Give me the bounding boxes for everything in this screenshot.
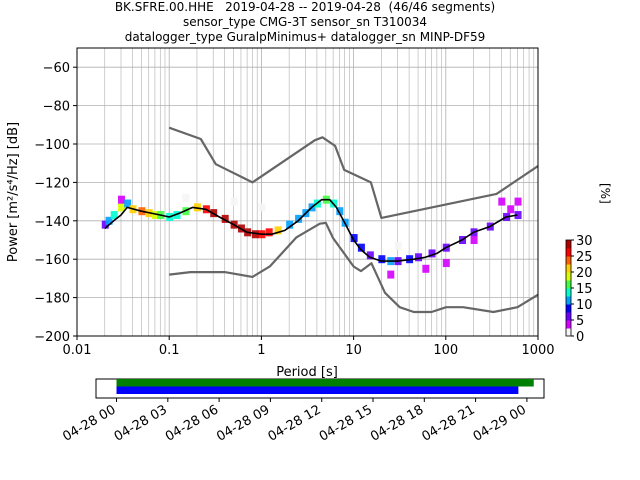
pdf-cell (387, 270, 395, 279)
pdf-cell (117, 203, 125, 212)
timeline-tick-label: 04-29 00 (471, 402, 529, 444)
title-line-2: sensor_type CMG-3T sensor_sn T310034 (182, 15, 428, 29)
colorbar-tick-label: 10 (576, 298, 593, 313)
pdf-cell (470, 236, 478, 244)
colorbar-segment (566, 328, 571, 337)
pdf-cell (507, 205, 515, 214)
colorbar-segment (566, 248, 571, 257)
series-line-mode (104, 198, 518, 262)
y-axis-label: Power [m²/s⁴/Hz] [dB] (6, 122, 21, 262)
pdf-cell (258, 203, 266, 212)
timeline-tick-label: 04-28 09 (214, 402, 272, 444)
pdf-cell (124, 199, 132, 208)
pdf-cell (230, 197, 238, 206)
colorbar-tick-label: 25 (576, 250, 593, 265)
colorbar-segment (566, 304, 571, 313)
y-tick-label: −160 (34, 253, 70, 268)
plot-frame (76, 47, 539, 337)
pdf-cell (394, 241, 402, 250)
x-tick-label: 1 (257, 343, 265, 358)
colorbar-tick-label: 20 (576, 266, 593, 281)
pdf-cell (357, 243, 365, 252)
colorbar-segment (566, 288, 571, 297)
pdf-cell (498, 197, 506, 206)
pdf-cell (173, 211, 181, 220)
colorbar-tick-label: 15 (576, 282, 593, 297)
chart-title: BK.SFRE.00.HHE 2019-04-28 -- 2019-04-28 … (0, 0, 610, 45)
timeline-tick-label: 04-28 18 (368, 402, 426, 444)
colorbar-segment (566, 312, 571, 321)
pdf-cell (514, 211, 522, 220)
pdf-cell (274, 226, 282, 235)
series-line-noise_model_low (169, 221, 538, 314)
x-axis-label: Period [s] (276, 365, 338, 380)
colorbar-segment (566, 280, 571, 289)
timeline-tick-label: 04-28 06 (163, 402, 221, 444)
colorbar-segment (566, 272, 571, 281)
pdf-cell (295, 214, 303, 223)
timeline-tick-label: 04-28 15 (317, 402, 375, 444)
x-tick-label: 100 (433, 343, 458, 358)
pdf-cell (428, 249, 436, 258)
axes: 0.01 0.1 1 10 100 1000 −200 −180 −160 −140 −120 −10… (34, 61, 554, 358)
pdf-cell (265, 228, 273, 237)
pdf-cell (251, 230, 259, 239)
colorbar-tick-label: 5 (576, 314, 584, 329)
x-tick-label: 0.01 (63, 343, 92, 358)
title-line-3: datalogger_type GuralpMinimus+ datalogge… (124, 30, 486, 44)
pdf-cell (514, 197, 522, 206)
colorbar-tick-label: 0 (576, 330, 584, 345)
x-tick-label: 1000 (521, 343, 554, 358)
colorbar-segment (566, 240, 571, 249)
timeline-tick-label: 04-28 00 (60, 402, 118, 444)
pdf-cell (286, 220, 294, 229)
y-tick-label: −140 (34, 215, 70, 230)
pdf-cell (182, 193, 190, 202)
y-tick-label: −60 (43, 61, 70, 76)
pdf-cell (105, 216, 113, 225)
series-line-noise_model_high (168, 126, 538, 219)
x-tick-label: 10 (345, 343, 362, 358)
pdf-cell (151, 211, 159, 220)
timeline-tick-label: 04-28 12 (266, 402, 324, 444)
pdf-cell (366, 251, 374, 260)
pdf-cell (442, 259, 450, 268)
colorbar-segment (566, 264, 571, 273)
pdf-cell (378, 255, 386, 264)
series-lines (104, 126, 538, 314)
colorbar-segment (566, 256, 571, 265)
timeline-tick-label: 04-28 21 (419, 402, 477, 444)
y-tick-label: −180 (34, 292, 70, 307)
pdf-cell (117, 195, 125, 204)
y-tick-label: −80 (43, 100, 70, 115)
pdf-cell (422, 264, 430, 273)
title-line-1: BK.SFRE.00.HHE 2019-04-28 -- 2019-04-28 … (114, 0, 496, 14)
pdf-cell (336, 207, 344, 216)
colorbar-tick-label: 30 (576, 234, 593, 249)
timeline-bar (116, 379, 534, 387)
pdf-cell (415, 253, 423, 262)
pdf-cell (221, 214, 229, 223)
timeline-tick-label: 04-28 03 (112, 402, 170, 444)
pdf-cell (350, 234, 358, 243)
pdf-cell (110, 211, 118, 220)
colorbar-segment (566, 296, 571, 305)
x-tick-label: 0.1 (159, 343, 180, 358)
timeline-bar (116, 386, 519, 394)
y-tick-label: −100 (34, 138, 70, 153)
y-tick-label: −200 (34, 330, 70, 345)
pdf-cell (101, 220, 109, 229)
y-tick-label: −120 (34, 176, 70, 191)
grid (76, 48, 538, 337)
colorbar-segment (566, 320, 571, 329)
